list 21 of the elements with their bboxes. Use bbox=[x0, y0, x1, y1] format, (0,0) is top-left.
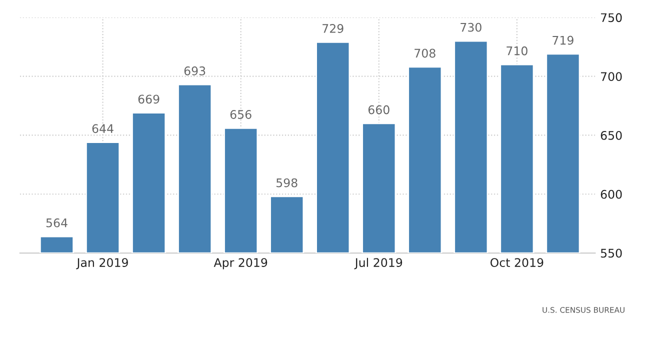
data-label: 730 bbox=[460, 22, 482, 32]
data-label: 669 bbox=[138, 94, 160, 104]
y-tick-label: 550 bbox=[600, 248, 622, 258]
y-tick-label: 650 bbox=[600, 130, 622, 140]
data-label: 656 bbox=[230, 110, 252, 119]
data-label: 708 bbox=[414, 48, 436, 58]
data-label: 644 bbox=[92, 124, 114, 134]
data-label: 598 bbox=[276, 178, 298, 188]
data-label: 693 bbox=[184, 66, 206, 76]
data-label: 710 bbox=[506, 46, 528, 56]
x-tick-label: Apr 2019 bbox=[214, 258, 268, 270]
data-label: 564 bbox=[46, 218, 68, 228]
y-tick-label: 600 bbox=[600, 190, 622, 199]
data-label: 719 bbox=[552, 36, 574, 45]
x-tick-label: Jul 2019 bbox=[354, 258, 402, 270]
y-tick-label: 750 bbox=[601, 13, 622, 22]
x-tick-label: Jan 2019 bbox=[76, 258, 128, 270]
data-label: 660 bbox=[368, 105, 390, 114]
x-tick-label: Oct 2019 bbox=[490, 258, 544, 268]
y-tick-label: 700 bbox=[601, 72, 622, 81]
data-label: 729 bbox=[322, 24, 344, 33]
